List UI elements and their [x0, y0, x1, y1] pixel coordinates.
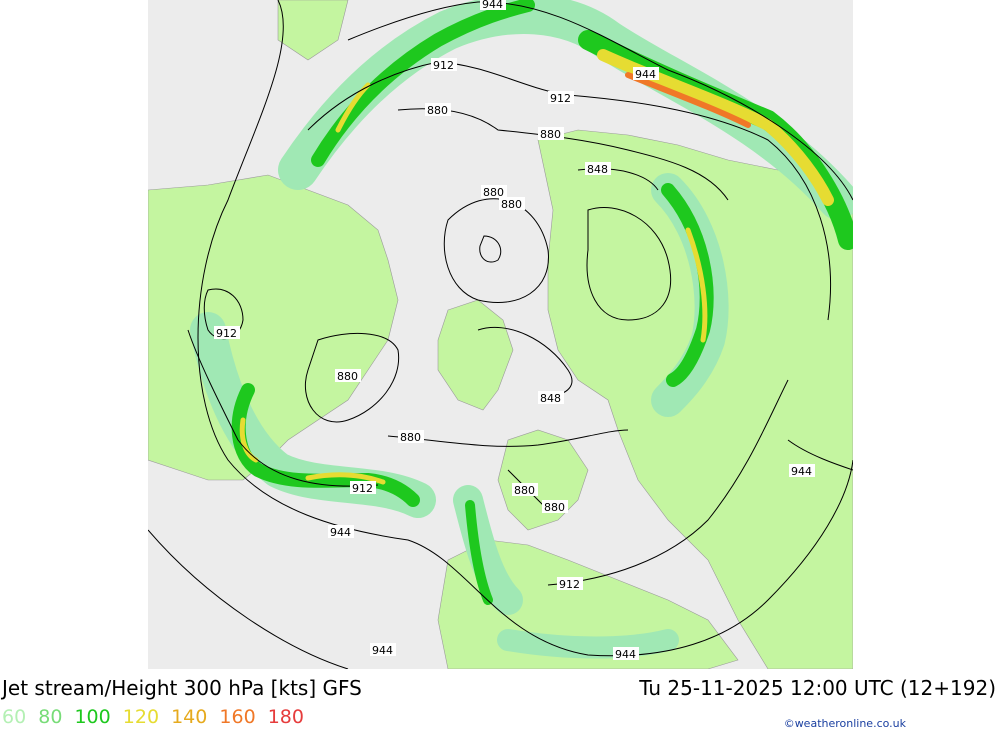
contour-880-vortex — [479, 235, 502, 263]
contour-880-center — [387, 429, 629, 447]
contour-label: 880 — [542, 500, 568, 514]
legend-item: 120 — [122, 706, 160, 728]
svg-text:880: 880 — [483, 186, 504, 199]
contour-label: 848 — [538, 391, 564, 405]
svg-text:912: 912 — [550, 92, 571, 105]
contour-label: 944 — [633, 67, 659, 81]
contour-944-right — [787, 439, 853, 471]
jet-green-south — [465, 500, 493, 605]
jet-yellow-west — [239, 417, 259, 463]
contour-label: 944 — [480, 0, 506, 11]
contour-912-north — [307, 61, 831, 321]
svg-text:944: 944 — [482, 0, 503, 11]
contour-label: 880 — [425, 103, 451, 117]
legend-item: 100 — [74, 706, 111, 728]
contour-944-north — [347, 1, 853, 201]
svg-text:880: 880 — [544, 501, 565, 514]
contour-label: 912 — [548, 91, 574, 105]
contour-880-west — [304, 332, 400, 423]
legend-item: 160 — [219, 706, 256, 728]
contour-label: 912 — [350, 481, 376, 495]
legend-item: 80 — [38, 706, 63, 728]
contour-944-outer — [197, 0, 853, 657]
jet-yellow-south — [305, 472, 386, 485]
contour-label: 912 — [431, 58, 457, 72]
contour-label: 880 — [481, 185, 507, 199]
svg-text:880: 880 — [540, 128, 561, 141]
svg-text:848: 848 — [540, 392, 561, 405]
map-title: Jet stream/Height 300 hPa [kts] GFS — [2, 676, 362, 700]
legend-item: 180 — [267, 706, 304, 728]
contour-label: 944 — [789, 464, 815, 478]
contour-label: 880 — [499, 197, 525, 211]
svg-text:912: 912 — [433, 59, 454, 72]
contour-912-west — [187, 329, 379, 487]
svg-text:912: 912 — [352, 482, 373, 495]
speed-legend: 60 80 100 120 140 160 180 — [2, 706, 310, 728]
jet-orange-northeast — [625, 72, 751, 128]
contour-848-east — [586, 206, 672, 321]
contour-labels: 944 912 880 944 912 880 848 880 880 912 … — [214, 0, 815, 661]
contour-label: 944 — [613, 647, 639, 661]
svg-text:880: 880 — [427, 104, 448, 117]
svg-text:912: 912 — [559, 578, 580, 591]
contour-848-center — [477, 326, 573, 397]
contour-label: 912 — [557, 577, 583, 591]
svg-text:944: 944 — [372, 644, 393, 657]
svg-text:848: 848 — [587, 163, 608, 176]
contour-912-southeast — [547, 379, 789, 586]
svg-text:880: 880 — [514, 484, 535, 497]
height-contours — [148, 0, 853, 669]
contour-label: 944 — [328, 525, 354, 539]
contour-label: 912 — [214, 326, 240, 340]
contour-label: 880 — [512, 483, 538, 497]
svg-text:944: 944 — [635, 68, 656, 81]
svg-text:944: 944 — [330, 526, 351, 539]
valid-time: Tu 25-11-2025 12:00 UTC (12+192) — [639, 676, 996, 700]
legend-item: 60 — [2, 706, 27, 728]
credit-link[interactable]: ©weatheronline.co.uk — [783, 717, 906, 730]
svg-text:880: 880 — [400, 431, 421, 444]
land-siberia — [537, 129, 853, 669]
legend-item: 140 — [171, 706, 208, 728]
weather-map: 944 912 880 944 912 880 848 880 880 912 … — [148, 0, 853, 669]
svg-text:880: 880 — [501, 198, 522, 211]
svg-text:912: 912 — [216, 327, 237, 340]
svg-text:944: 944 — [791, 465, 812, 478]
contour-880-north — [397, 108, 729, 201]
land-alaska-top — [277, 0, 349, 61]
contour-944-bottom — [148, 529, 349, 669]
contour-label: 880 — [538, 127, 564, 141]
contour-label: 880 — [398, 430, 424, 444]
jet-light-bottom — [497, 629, 679, 659]
svg-text:880: 880 — [337, 370, 358, 383]
svg-text:944: 944 — [615, 648, 636, 661]
contour-label: 880 — [335, 369, 361, 383]
contour-label: 944 — [370, 643, 396, 657]
jet-yellow-east — [685, 227, 708, 343]
contour-label: 848 — [585, 162, 611, 176]
